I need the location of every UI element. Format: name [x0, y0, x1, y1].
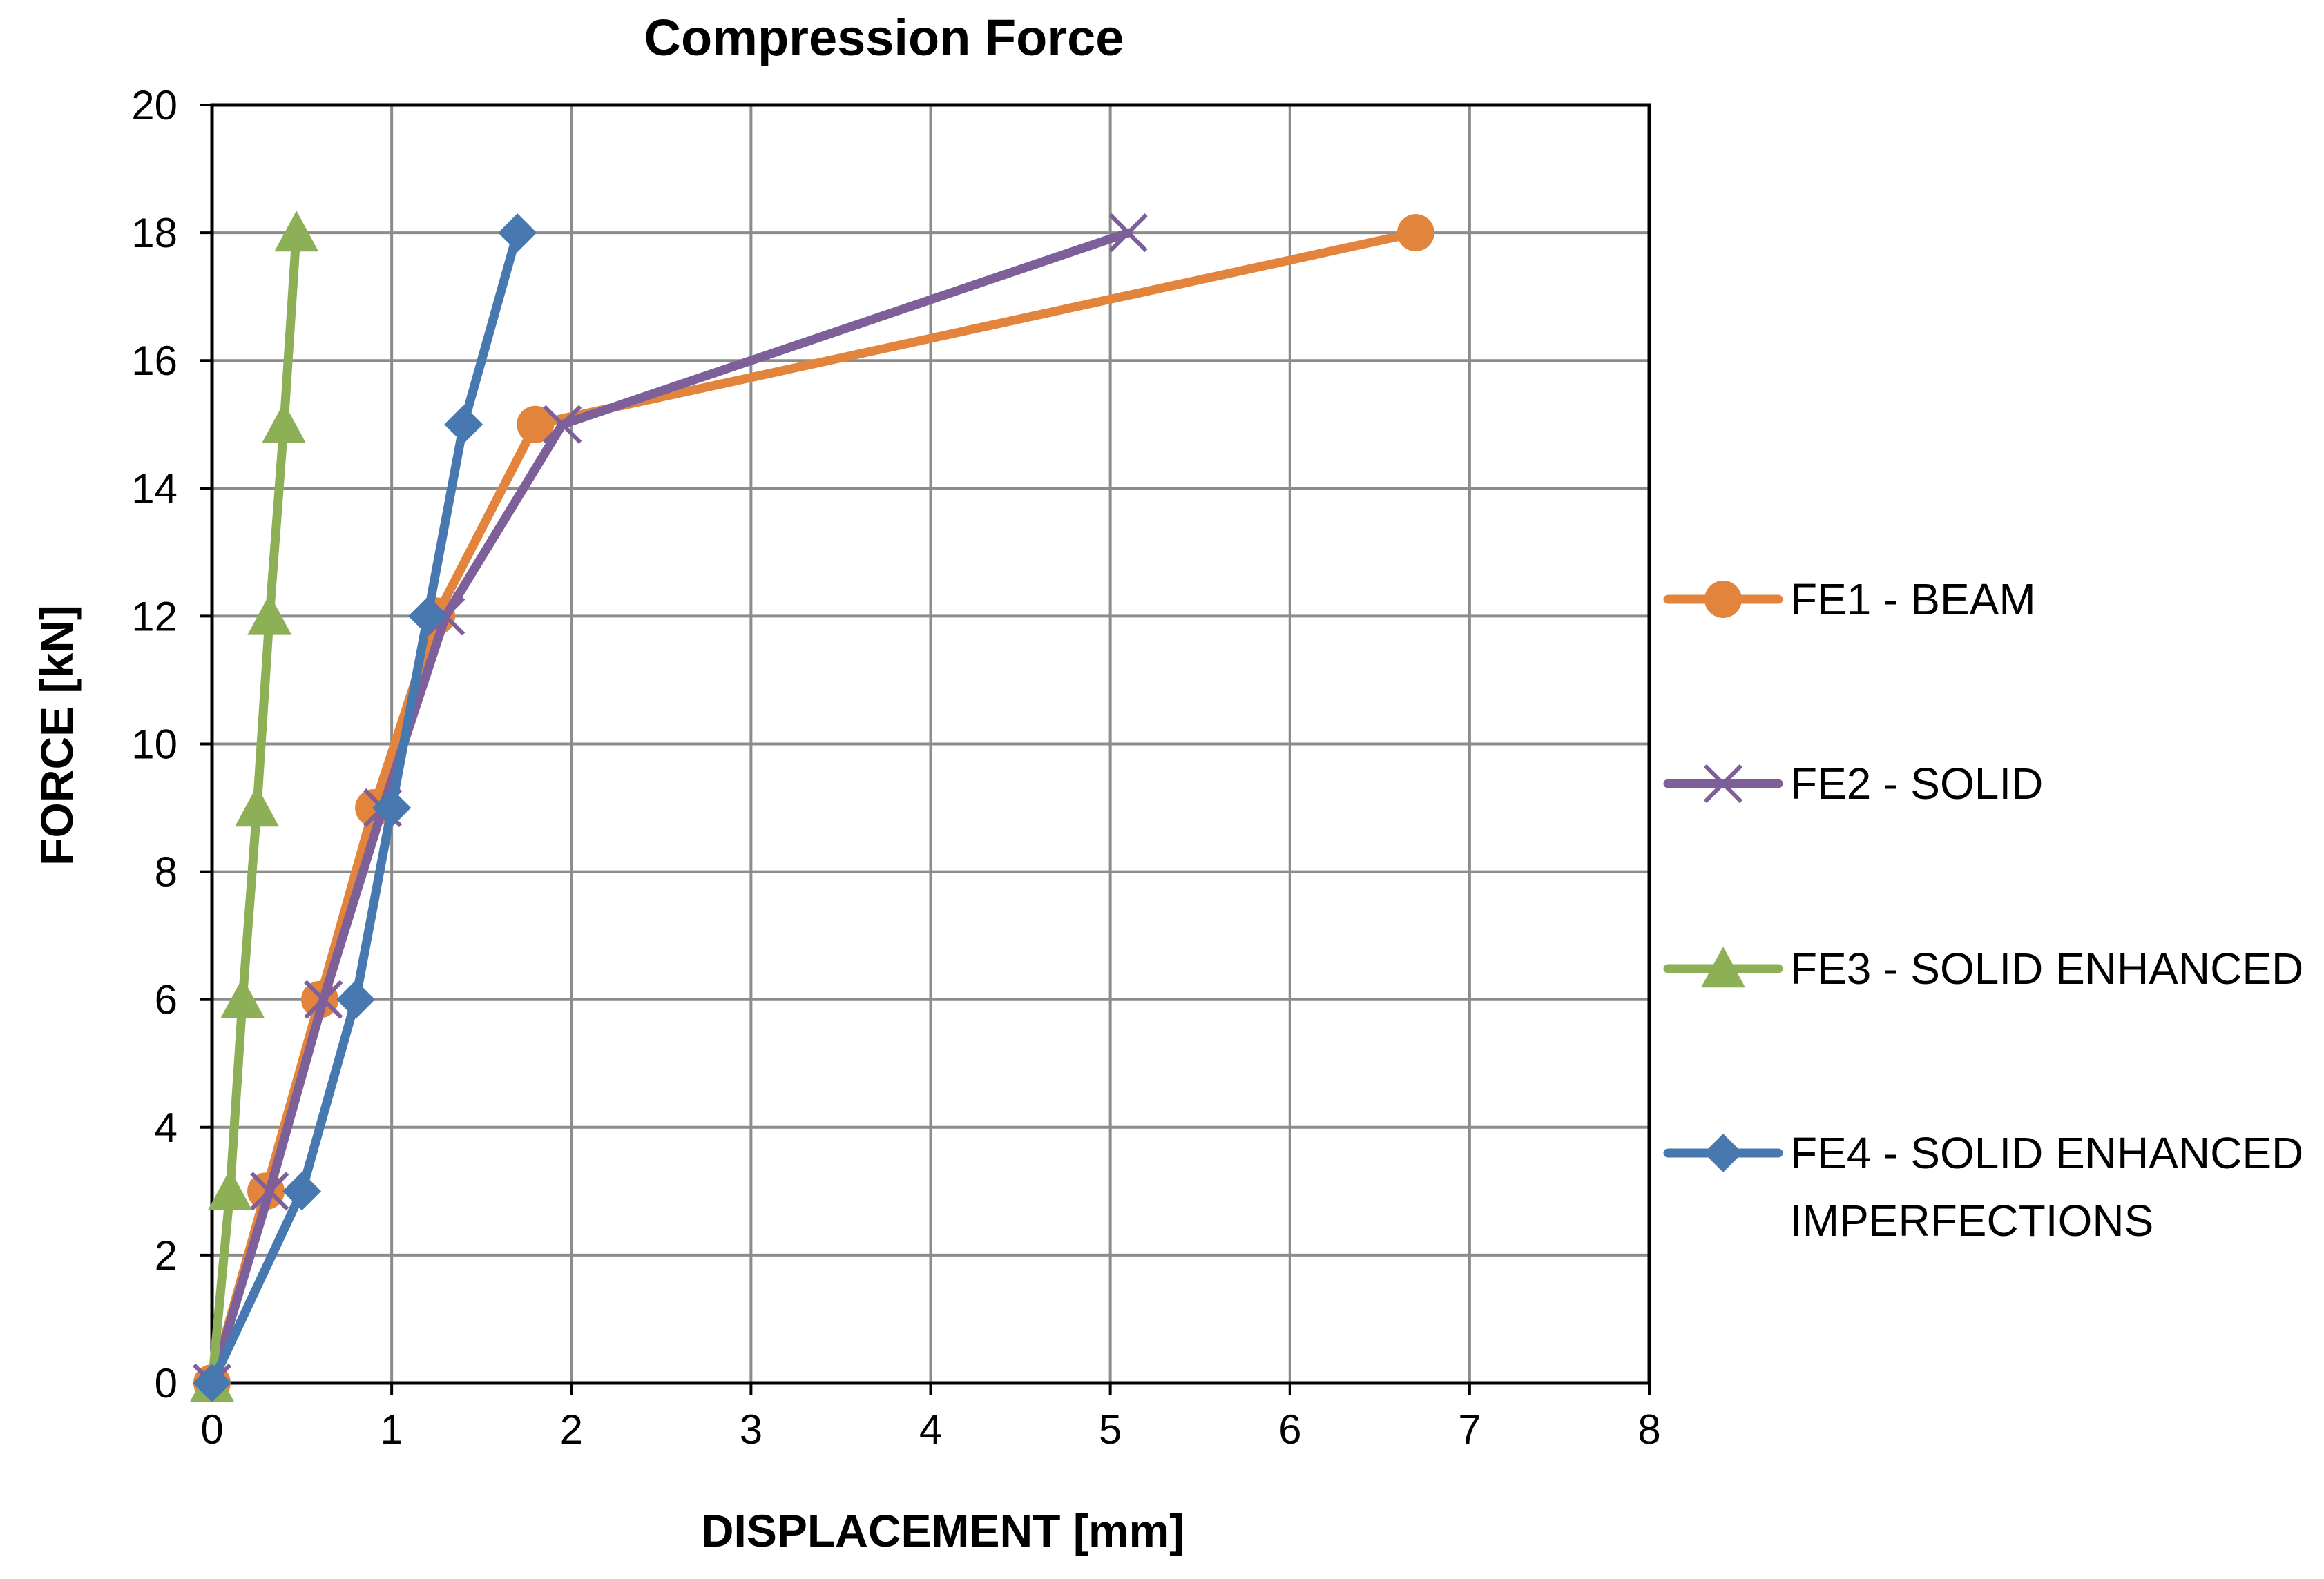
legend-item-2: FE2 - SOLID — [1663, 759, 2043, 808]
x-tick-label: 2 — [560, 1406, 583, 1453]
x-tick-label: 4 — [919, 1406, 942, 1453]
legend-label: FE2 - SOLID — [1790, 759, 2043, 808]
y-tick-label: 14 — [131, 465, 177, 512]
x-tick-label: 7 — [1458, 1406, 1481, 1453]
x-axis-title: DISPLACEMENT [mm] — [701, 1505, 1184, 1556]
data-point-x-marker — [1108, 213, 1148, 253]
y-tick-label: 12 — [131, 593, 177, 639]
y-tick-label: 2 — [155, 1232, 177, 1279]
series-layer — [190, 211, 1434, 1403]
data-point-diamond-marker — [1704, 1134, 1742, 1172]
data-point-triangle-marker — [220, 977, 265, 1018]
data-point-diamond-marker — [336, 980, 376, 1019]
data-point-circle-marker — [517, 405, 555, 443]
y-tick-label: 6 — [155, 977, 177, 1023]
y-axis-title: FORCE [kN] — [31, 605, 82, 866]
y-tick-label: 16 — [131, 338, 177, 384]
data-point-triangle-marker — [208, 1169, 253, 1210]
data-point-triangle-marker — [247, 594, 292, 635]
y-tick-label: 20 — [131, 82, 177, 128]
legend-item-1: FE1 - BEAM — [1663, 574, 2036, 624]
legend-label: IMPERFECTIONS — [1790, 1196, 2153, 1246]
series-4 — [193, 213, 537, 1402]
y-tick-label: 4 — [155, 1105, 177, 1151]
chart-title: Compression Force — [644, 9, 1124, 66]
data-point-diamond-marker — [282, 1172, 322, 1211]
data-point-circle-marker — [1704, 581, 1742, 618]
data-point-triangle-marker — [1701, 947, 1745, 988]
data-point-diamond-marker — [408, 597, 448, 636]
y-tick-label: 0 — [155, 1360, 177, 1406]
data-point-triangle-marker — [274, 211, 319, 252]
legend-label: FE1 - BEAM — [1790, 574, 2036, 624]
data-point-triangle-marker — [235, 786, 280, 827]
x-tick-label: 5 — [1099, 1406, 1122, 1453]
legend: FE1 - BEAM FE2 - SOLID FE3 - SOLID ENHANCE… — [1663, 574, 2303, 1246]
x-tick-label: 6 — [1278, 1406, 1301, 1453]
y-tick-label: 8 — [155, 849, 177, 895]
data-point-diamond-marker — [498, 213, 537, 253]
data-point-x-marker — [1703, 764, 1743, 804]
x-tick-label: 0 — [200, 1406, 223, 1453]
y-tick-label: 10 — [131, 721, 177, 768]
data-point-x-marker — [543, 405, 582, 444]
data-point-diamond-marker — [372, 788, 412, 828]
legend-item-3: FE3 - SOLID ENHANCED — [1663, 944, 2303, 994]
data-point-x-marker — [250, 1172, 289, 1211]
y-tick-label: 18 — [131, 210, 177, 256]
x-tick-label: 8 — [1638, 1406, 1660, 1453]
data-point-x-marker — [304, 980, 343, 1019]
data-point-circle-marker — [1396, 214, 1434, 252]
x-tick-label: 1 — [380, 1406, 403, 1453]
x-tick-label: 3 — [740, 1406, 762, 1453]
legend-item-4: FE4 - SOLID ENHANCED IMPERFECTIONS — [1663, 1128, 2303, 1246]
data-point-triangle-marker — [262, 402, 307, 443]
legend-label: FE4 - SOLID ENHANCED — [1790, 1128, 2303, 1178]
data-point-diamond-marker — [193, 1364, 231, 1402]
legend-label: FE3 - SOLID ENHANCED — [1790, 944, 2303, 994]
data-point-diamond-marker — [444, 405, 483, 444]
series-3 — [190, 211, 319, 1402]
